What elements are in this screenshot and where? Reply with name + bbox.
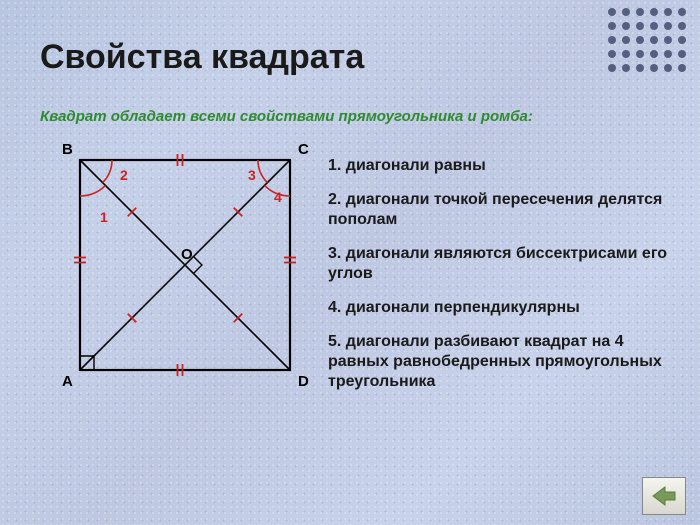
svg-text:O: O <box>181 246 193 263</box>
property-item: 1. диагонали равны <box>328 156 678 176</box>
back-button[interactable] <box>642 477 686 515</box>
property-item: 4. диагонали перпендикулярны <box>328 298 678 318</box>
svg-text:3: 3 <box>248 167 256 183</box>
square-diagram: A B C D O 1 2 3 4 <box>40 140 310 400</box>
property-item: 3. диагонали являются биссектрисами его … <box>328 244 678 284</box>
properties-list: 1. диагонали равны 2. диагонали точкой п… <box>328 156 678 406</box>
svg-text:2: 2 <box>120 167 128 183</box>
property-item: 5. диагонали разбивают квадрат на 4 равн… <box>328 332 678 392</box>
svg-text:1: 1 <box>100 209 108 225</box>
svg-text:4: 4 <box>274 189 282 205</box>
svg-text:C: C <box>298 141 309 158</box>
back-arrow-icon <box>651 485 677 507</box>
page-title: Свойства квадрата <box>40 38 364 77</box>
property-item: 2. диагонали точкой пересечения делятся … <box>328 190 678 230</box>
svg-text:B: B <box>62 141 73 158</box>
corner-dots-decoration <box>608 8 688 74</box>
svg-text:A: A <box>62 373 73 390</box>
subtitle-text: Квадрат обладает всеми свойствами прямоу… <box>40 108 533 125</box>
svg-text:D: D <box>298 373 309 390</box>
